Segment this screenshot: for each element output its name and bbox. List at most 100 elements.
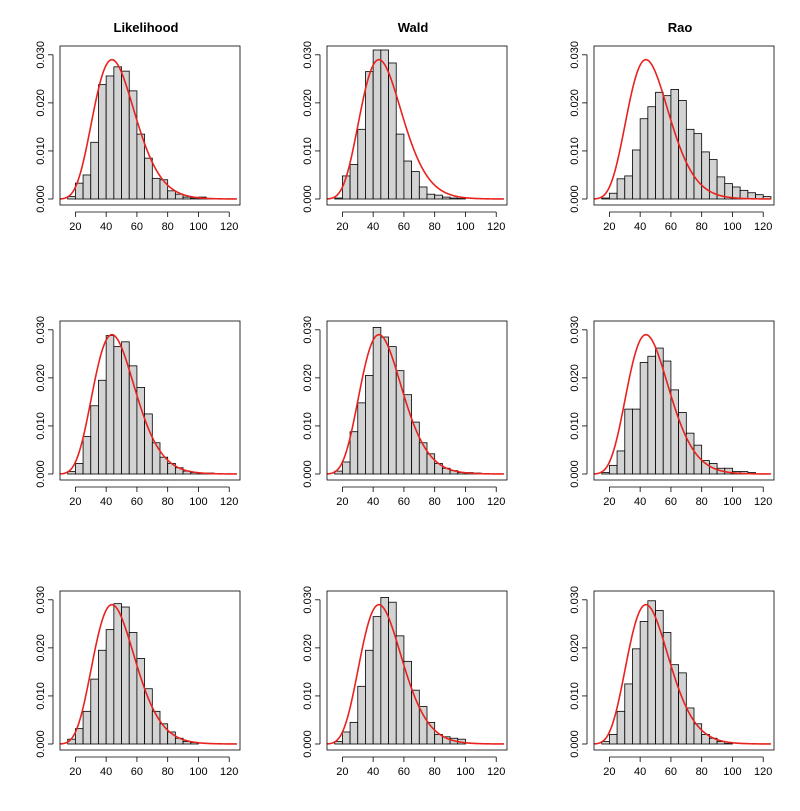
histogram-bar: [357, 402, 366, 475]
x-tick-label: 120: [220, 766, 238, 778]
histogram-bar: [82, 174, 92, 200]
histogram-bar: [418, 186, 428, 200]
histogram-bar: [426, 193, 436, 200]
plot-frame: [593, 320, 775, 481]
histogram-bar: [365, 71, 374, 200]
histogram-bar: [639, 118, 649, 200]
histogram-bar: [678, 672, 687, 745]
y-tick-label: 0.000: [302, 460, 314, 488]
histogram-bar: [144, 157, 153, 200]
histogram-bar: [678, 100, 687, 200]
histogram-bar: [418, 706, 428, 745]
x-tick-label: 120: [487, 221, 505, 233]
histogram-bar: [372, 616, 382, 745]
column-title-wald: Wald: [398, 20, 429, 35]
y-tick-label: 0.020: [35, 634, 47, 662]
histogram-bar: [380, 49, 389, 200]
y-tick-label: 0.000: [302, 730, 314, 758]
y-tick-label: 0.030: [35, 316, 47, 344]
histogram-bar: [647, 355, 656, 475]
x-tick-label: 80: [696, 496, 708, 508]
histogram-panel-r3c2: 20 40 60 80 100 120 0.000 0.010 0.020 0.030: [302, 586, 508, 778]
histogram-bar: [662, 632, 672, 745]
density-curve: [327, 58, 504, 200]
x-tick-label: 80: [162, 496, 174, 508]
x-tick-label: 60: [665, 496, 677, 508]
x-tick-label: 60: [398, 766, 410, 778]
histogram-bar: [159, 179, 169, 200]
y-tick-label: 0.020: [569, 364, 581, 392]
histogram-bar: [632, 648, 641, 745]
x-tick-label: 100: [189, 496, 207, 508]
histogram-panel-r3c3: 20 40 60 80 100 120 0.000 0.010 0.020 0.030: [569, 586, 775, 778]
y-tick-label: 0.000: [569, 460, 581, 488]
histogram-bar: [349, 431, 359, 475]
histogram-bar: [365, 649, 374, 745]
histogram-bar: [624, 408, 633, 475]
histogram-bar: [167, 190, 176, 200]
x-tick-label: 100: [189, 221, 207, 233]
histogram-bar: [341, 461, 351, 475]
histogram-bar: [90, 141, 99, 200]
histogram-bar: [105, 335, 115, 475]
histogram-bar: [647, 106, 656, 200]
histogram-bar: [441, 196, 451, 200]
y-tick-label: 0.020: [569, 89, 581, 117]
histogram-bar: [98, 84, 107, 200]
y-tick-label: 0.020: [35, 89, 47, 117]
histogram-bar: [693, 133, 703, 200]
histogram-bar: [716, 741, 726, 745]
y-tick-label: 0.000: [569, 185, 581, 213]
x-tick-label: 80: [696, 221, 708, 233]
histogram-bar: [411, 171, 420, 200]
x-tick-label: 40: [100, 766, 112, 778]
histogram-bar: [632, 149, 641, 200]
y-tick-label: 0.020: [569, 634, 581, 662]
plot-frame: [326, 45, 508, 206]
density-curve: [594, 58, 771, 200]
y-tick-label: 0.020: [35, 364, 47, 392]
histogram-bar: [449, 197, 459, 200]
histogram-bar: [624, 683, 633, 745]
x-tick-label: 100: [723, 221, 741, 233]
x-tick-label: 20: [603, 766, 615, 778]
x-tick-label: 80: [696, 766, 708, 778]
density-curve: [594, 333, 771, 475]
x-tick-label: 100: [456, 766, 474, 778]
panel-plot-area: [594, 600, 771, 745]
x-tick-label: 40: [634, 766, 646, 778]
histogram-bar: [365, 375, 374, 475]
y-tick-label: 0.020: [302, 364, 314, 392]
x-tick-label: 20: [336, 766, 348, 778]
histogram-bar: [655, 609, 664, 745]
plot-frame: [59, 320, 241, 481]
histogram-bar: [616, 710, 626, 745]
x-tick-label: 40: [634, 221, 646, 233]
density-curve: [327, 603, 504, 745]
y-tick-label: 0.000: [35, 185, 47, 213]
y-tick-label: 0.030: [302, 316, 314, 344]
histogram-bar: [616, 450, 626, 475]
x-tick-label: 100: [456, 496, 474, 508]
x-tick-label: 120: [220, 496, 238, 508]
x-tick-label: 80: [429, 221, 441, 233]
histogram-bar: [624, 175, 633, 200]
x-tick-label: 40: [100, 221, 112, 233]
histogram-bar: [418, 442, 428, 475]
histogram-bar: [98, 379, 107, 475]
x-tick-label: 120: [220, 221, 238, 233]
x-tick-label: 40: [634, 496, 646, 508]
histogram-bar: [601, 472, 610, 475]
histogram-panel-r2c3: 20 40 60 80 100 120 0.000 0.010 0.020 0.030: [569, 316, 775, 508]
density-curve: [60, 58, 237, 200]
y-tick-label: 0.010: [302, 682, 314, 710]
panel-plot-area: [60, 58, 237, 200]
histogram-bar: [608, 464, 618, 475]
histogram-bar: [639, 362, 649, 475]
histogram-bar: [151, 177, 161, 200]
x-tick-label: 120: [487, 496, 505, 508]
x-tick-label: 20: [603, 221, 615, 233]
x-tick-label: 60: [131, 221, 143, 233]
plot-frame: [326, 590, 508, 751]
x-tick-label: 60: [398, 221, 410, 233]
